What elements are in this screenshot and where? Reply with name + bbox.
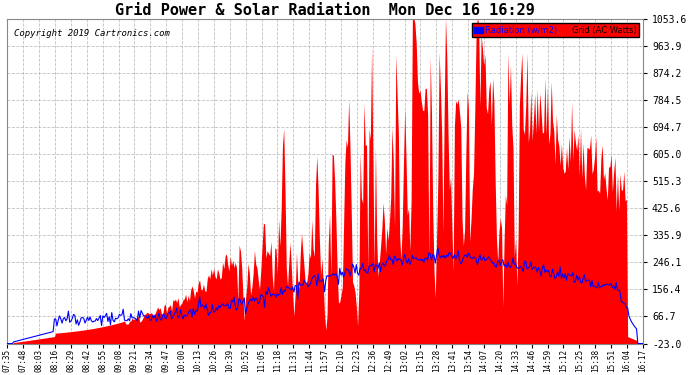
Legend: Radiation (w/m2), Grid (AC Watts): Radiation (w/m2), Grid (AC Watts) [472, 23, 639, 37]
Title: Grid Power & Solar Radiation  Mon Dec 16 16:29: Grid Power & Solar Radiation Mon Dec 16 … [115, 3, 535, 18]
Text: Copyright 2019 Cartronics.com: Copyright 2019 Cartronics.com [14, 28, 170, 38]
